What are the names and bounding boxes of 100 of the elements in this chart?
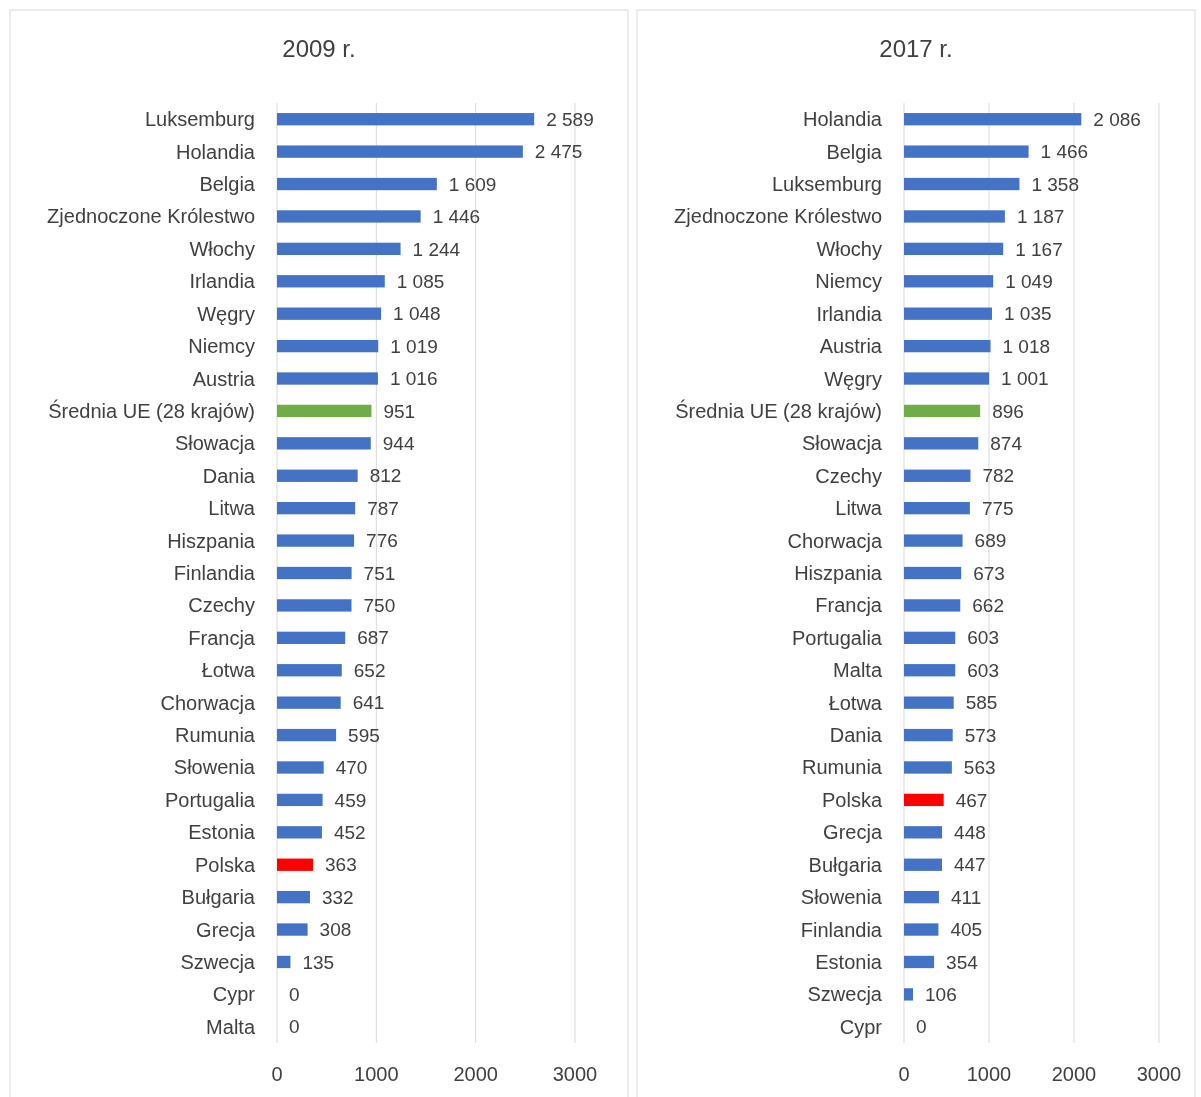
bar [277,242,401,256]
y-tick-label: Litwa [208,497,256,520]
x-tick-label: 3000 [1136,1063,1182,1085]
bar [904,502,970,515]
data-label: 1 187 [1016,206,1065,228]
data-label: 0 [289,1016,300,1038]
data-label: 585 [965,692,998,714]
bar [904,242,1004,256]
bar [277,890,310,904]
bar [904,404,981,418]
data-label: 812 [369,465,402,487]
data-label: 563 [963,757,996,779]
y-tick-label: Szwecja [180,950,256,973]
data-label: 467 [955,789,988,811]
data-label: 447 [953,854,986,876]
data-label: 874 [990,432,1023,454]
data-label: 2 475 [534,141,583,163]
y-tick-label: Holandia [803,108,883,131]
bar [277,534,355,547]
bar [904,566,962,580]
bar [277,566,352,580]
y-tick-label: Grecja [823,821,883,844]
y-tick-label: Węgry [197,302,255,325]
y-tick-label: Bułgaria [808,853,883,876]
y-tick-label: Austria [819,335,883,358]
data-label: 1 446 [432,206,481,228]
y-tick-label: Łotwa [201,659,256,682]
data-label: 751 [363,562,396,584]
data-label: 106 [925,984,957,1006]
y-tick-label: Belgia [826,140,883,163]
bar [904,988,914,1001]
x-tick-label: 0 [898,1063,910,1085]
bar [904,826,943,839]
bar [904,275,994,288]
bar [277,631,346,644]
y-tick-label: Bułgaria [181,886,256,909]
data-label: 470 [335,757,368,779]
data-label: 662 [972,595,1004,617]
data-label: 787 [367,497,399,519]
data-label: 1 035 [1003,303,1052,325]
data-label: 363 [325,854,357,876]
bar [277,761,324,774]
y-tick-label: Portugalia [791,626,883,649]
data-label: 1 609 [448,173,497,195]
y-tick-label: Malta [206,1015,256,1038]
data-label: 750 [363,595,396,617]
y-tick-label: Szwecja [807,983,883,1006]
data-label: 452 [333,821,366,843]
bar [904,955,935,969]
y-tick-label: Włochy [189,237,255,260]
bar [277,437,371,450]
x-tick-label: 1000 [354,1063,399,1085]
data-label: 1 016 [389,368,438,390]
data-label: 896 [992,400,1024,422]
data-label: 2 589 [546,108,594,130]
data-label: 652 [353,659,386,681]
data-label: 1 466 [1040,141,1089,163]
y-tick-label: Dania [829,724,883,747]
data-label: 405 [950,919,983,941]
y-tick-label: Średnia UE (28 krajów) [675,398,882,422]
y-tick-label: Litwa [835,497,883,520]
bar [277,339,379,353]
y-tick-label: Niemcy [188,335,255,358]
chart-title: 2017 r. [879,35,953,62]
bar [904,664,956,677]
y-tick-label: Polska [194,853,256,876]
data-label: 1 018 [1002,335,1051,357]
data-label: 573 [964,724,997,746]
y-tick-label: Finlandia [800,918,883,941]
bar [904,339,991,353]
y-tick-label: Hiszpania [167,529,256,552]
bar [277,826,322,839]
bar [277,502,356,515]
bar [277,210,421,223]
bar [904,534,963,547]
y-tick-label: Irlandia [816,302,883,325]
data-label: 135 [302,951,335,973]
bar [904,372,990,385]
bar [904,210,1005,223]
data-label: 354 [946,951,979,973]
y-tick-label: Słowacja [174,432,256,455]
data-label: 603 [967,659,999,681]
data-label: 775 [981,497,1014,519]
bar [277,696,341,709]
bar [277,372,378,385]
data-label: 459 [334,789,367,811]
bar [277,923,308,936]
data-label: 0 [289,984,300,1006]
y-tick-label: Rumunia [801,756,883,779]
bar [904,761,952,774]
chart-title: 2009 r. [282,35,356,62]
bar [277,275,385,288]
data-label: 687 [357,627,389,649]
bar [904,631,956,644]
data-label: 782 [982,465,1015,487]
data-label: 603 [967,627,999,649]
y-tick-label: Niemcy [815,270,882,293]
data-label: 1 085 [396,270,445,292]
y-tick-label: Finlandia [173,562,256,584]
y-tick-label: Estonia [815,950,883,973]
